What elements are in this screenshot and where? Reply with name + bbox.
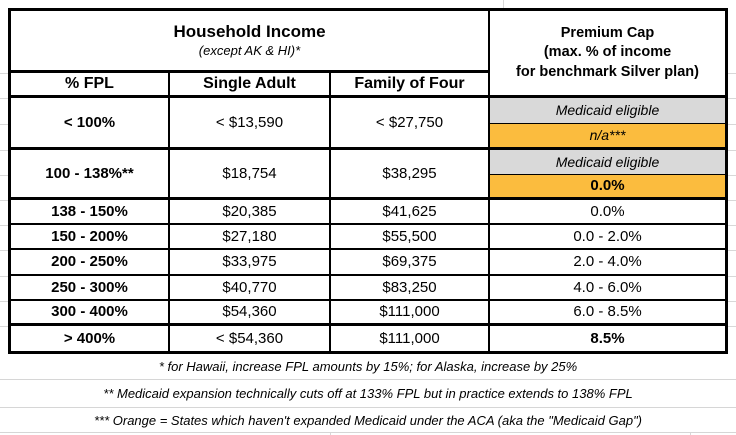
premium-cap-line3: for benchmark Silver plan) bbox=[516, 63, 699, 80]
premium-cap-line2: (max. % of income bbox=[543, 44, 672, 61]
single-adult-cell: $40,770 bbox=[170, 276, 331, 301]
gridline bbox=[0, 326, 8, 327]
premium-cap-medicaid-cell: Medicaid eligible bbox=[490, 98, 725, 124]
fpl-cell: 200 - 250% bbox=[11, 250, 170, 276]
fpl-cell: 250 - 300% bbox=[11, 276, 170, 301]
premium-cap-line1: Premium Cap bbox=[560, 25, 655, 42]
gridline bbox=[728, 225, 736, 226]
gridline bbox=[0, 175, 8, 176]
premium-cap-cell: 0.0 - 2.0% bbox=[490, 225, 725, 250]
column-header-family-of-four: Family of Four bbox=[331, 73, 490, 98]
family-of-four-cell: $69,375 bbox=[331, 250, 490, 276]
gridline bbox=[728, 73, 736, 74]
single-adult-cell: $27,180 bbox=[170, 225, 331, 250]
premium-cap-header-cell: Premium Cap (max. % of income for benchm… bbox=[490, 11, 725, 98]
gridline bbox=[728, 98, 736, 99]
fpl-cell: < 100% bbox=[11, 98, 170, 150]
footnote-medicaid-gap: *** Orange = States which haven't expand… bbox=[0, 408, 736, 433]
gridline bbox=[0, 200, 8, 201]
footnote-hawaii-alaska: * for Hawaii, increase FPL amounts by 15… bbox=[0, 354, 736, 380]
fpl-cell: 138 - 150% bbox=[11, 200, 170, 225]
gridline bbox=[690, 433, 691, 435]
gridline bbox=[728, 326, 736, 327]
single-adult-cell: $54,360 bbox=[170, 301, 331, 326]
gridline bbox=[0, 98, 8, 99]
gridline bbox=[0, 150, 8, 151]
gridline bbox=[0, 73, 8, 74]
gridline bbox=[728, 124, 736, 125]
premium-cap-na-cell: n/a*** bbox=[490, 124, 725, 150]
fpl-cell: 150 - 200% bbox=[11, 225, 170, 250]
premium-cap-cell: 8.5% bbox=[590, 329, 625, 347]
family-of-four-cell: $111,000 bbox=[331, 326, 490, 351]
premium-cap-zero-cell: 0.0% bbox=[490, 175, 725, 200]
family-of-four-cell: $55,500 bbox=[331, 225, 490, 250]
premium-cap-cell: 4.0 - 6.0% bbox=[490, 276, 725, 301]
fpl-cell: > 400% bbox=[11, 326, 170, 351]
premium-cap-cell: 0.0% bbox=[490, 200, 725, 225]
family-of-four-cell: < $27,750 bbox=[331, 98, 490, 150]
gridline bbox=[0, 250, 8, 251]
single-adult-cell: $33,975 bbox=[170, 250, 331, 276]
fpl-cell: 100 - 138%** bbox=[11, 150, 170, 200]
single-adult-cell: $18,754 bbox=[170, 150, 331, 200]
premium-cap-cell: 6.0 - 8.5% bbox=[490, 301, 725, 326]
gridline bbox=[728, 175, 736, 176]
gridline bbox=[728, 200, 736, 201]
gridline bbox=[0, 301, 8, 302]
family-of-four-cell: $38,295 bbox=[331, 150, 490, 200]
household-income-header-cell: Household Income (except AK & HI)* bbox=[11, 11, 490, 73]
gridline bbox=[728, 250, 736, 251]
gridline bbox=[0, 225, 8, 226]
column-header-fpl: % FPL bbox=[11, 73, 170, 98]
household-income-subtitle: (except AK & HI)* bbox=[198, 42, 301, 58]
single-adult-cell: < $54,360 bbox=[170, 326, 331, 351]
family-of-four-cell: $41,625 bbox=[331, 200, 490, 225]
fpl-premium-table: Household Income (except AK & HI)* Premi… bbox=[8, 8, 728, 354]
gridline bbox=[728, 150, 736, 151]
premium-cap-cell: 2.0 - 4.0% bbox=[490, 250, 725, 276]
single-adult-cell: $20,385 bbox=[170, 200, 331, 225]
column-header-single-adult: Single Adult bbox=[170, 73, 331, 98]
family-of-four-cell: $83,250 bbox=[331, 276, 490, 301]
footnotes: * for Hawaii, increase FPL amounts by 15… bbox=[0, 354, 736, 433]
gridline bbox=[0, 276, 8, 277]
single-adult-cell: < $13,590 bbox=[170, 98, 331, 150]
gridline bbox=[728, 301, 736, 302]
gridline bbox=[330, 433, 331, 435]
premium-cap-medicaid-cell: Medicaid eligible bbox=[490, 150, 725, 175]
family-of-four-cell: $111,000 bbox=[331, 301, 490, 326]
household-income-title: Household Income bbox=[173, 22, 326, 42]
fpl-cell: 300 - 400% bbox=[11, 301, 170, 326]
gridline bbox=[728, 276, 736, 277]
gridline bbox=[0, 124, 8, 125]
footnote-medicaid-expansion: ** Medicaid expansion technically cuts o… bbox=[0, 380, 736, 408]
gridline bbox=[503, 0, 504, 8]
